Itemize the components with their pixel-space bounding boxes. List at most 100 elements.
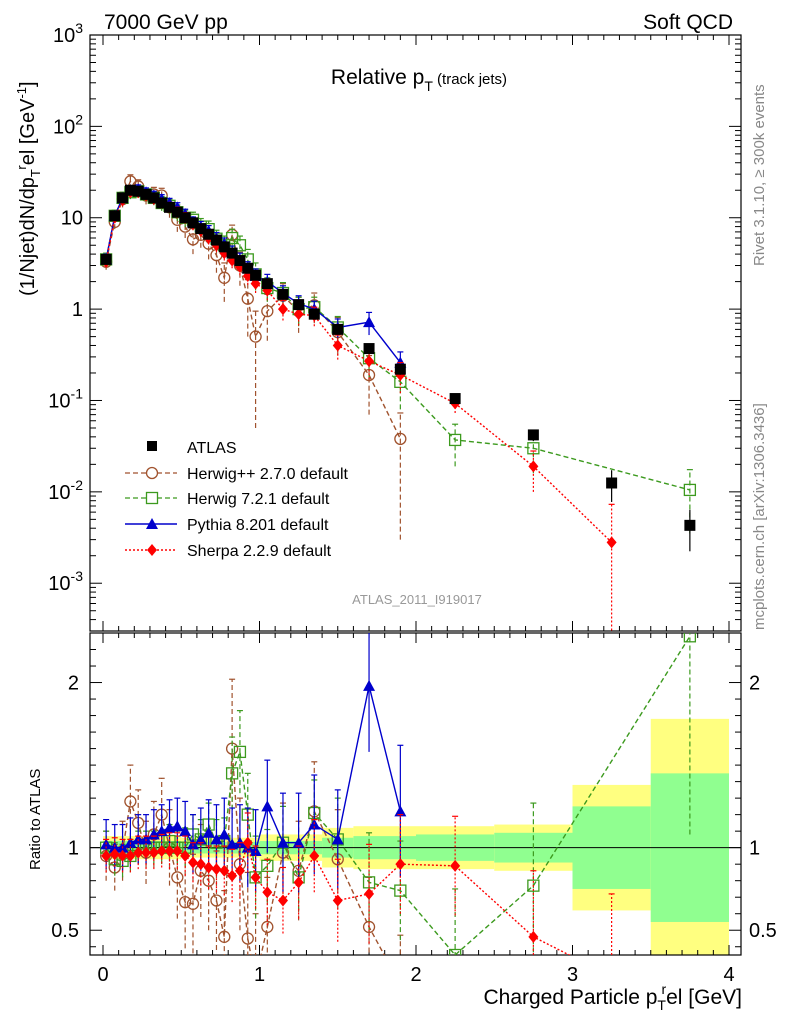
ratio-tick-label-left: 1 [68,838,79,860]
data-point [308,308,320,320]
data-point [332,339,343,352]
data-point [109,210,121,222]
data-point [395,858,406,871]
data-point [234,255,246,267]
data-point [249,844,262,856]
legend-marker-herwig7 [145,491,159,505]
data-point [141,846,152,859]
ratio-series-3 [101,812,615,955]
main-panel-series [99,174,697,631]
legend-label-herwigpp: Herwig++ 2.7.0 default [187,466,349,483]
data-point [233,745,247,759]
data-point [292,836,305,848]
x-axis-label: Charged Particle pTrel [GeV] [483,981,742,1013]
y-tick-label: 10-3 [48,568,83,595]
ratio-panel-series [99,633,697,955]
ratio-tick-label-left: 2 [68,673,79,695]
data-point [186,838,199,850]
data-point [218,828,231,840]
data-point [276,836,289,848]
data-point [148,192,160,204]
chart-title: Relative pT (track jets) [331,66,507,94]
data-point [364,355,375,368]
data-point [528,930,539,943]
atlas-data [100,184,696,552]
data-point [108,841,121,853]
data-point [363,679,376,691]
data-point [164,844,175,857]
data-point [394,432,407,446]
ratio-tick-label-left: 0.5 [51,920,79,942]
legend-label-sherpa: Sherpa 2.2.9 default [187,543,332,560]
y-tick-label: 10-2 [48,477,83,504]
y-axis-label: (1/Njet)dN/dpTrel [GeV-1] [14,81,43,296]
data-point [683,483,697,497]
data-point [448,948,462,955]
ratio-tick-label-right: 2 [749,673,760,695]
data-point [195,223,207,235]
data-point [202,826,215,838]
data-point [171,820,184,832]
data-point [194,833,207,845]
legend-marker-pythia [146,518,158,529]
y-tick-label: 10-1 [48,385,83,412]
data-point [172,844,183,857]
data-point [117,849,128,862]
data-point [132,185,144,197]
rivet-label: Rivet 3.1.10, ≥ 300k events [751,84,768,266]
data-point [683,633,697,643]
data-point [241,932,254,945]
data-point [242,262,254,274]
y-tick-label: 10 [61,208,83,230]
legend-marker-atlas [147,441,157,451]
y-tick-label: 102 [53,111,83,138]
series-layer [99,174,697,955]
analysis-label: ATLAS_2011_I919017 [352,592,482,607]
data-point [211,863,222,876]
data-point [261,304,274,318]
x-tick-label: 2 [410,964,421,986]
legend-label-herwig7: Herwig 7.2.1 default [187,491,330,508]
data-point [156,844,167,857]
legend-label-pythia: Pythia 8.201 default [187,517,329,534]
data-point [218,271,231,284]
data-point [171,871,184,884]
data-point [309,849,320,862]
data-point [394,805,407,817]
ratio-tick-label-right: 0.5 [749,920,777,942]
data-point [364,887,375,900]
x-tick-label: 1 [254,964,265,986]
data-point [187,856,198,869]
data-point [164,201,176,213]
data-point [187,217,199,229]
x-tick-label: 3 [567,964,578,986]
data-point [226,247,238,259]
legend-label-atlas: ATLAS [187,440,237,457]
data-point [227,869,238,882]
data-point [261,278,273,290]
data-point [277,288,289,300]
legend-marker-sherpa [147,544,157,556]
data-point [394,363,406,375]
data-point [332,894,343,907]
data-point [218,241,230,253]
data-point [148,846,159,859]
data-point [606,477,618,489]
data-point [210,894,223,907]
legend-entry-atlas: ATLAS [147,440,237,457]
data-point [332,323,344,335]
data-point [132,833,145,845]
data-point [450,859,461,872]
data-point [140,188,152,200]
legend-entry-sherpa: Sherpa 2.2.9 default [125,543,332,560]
data-point [133,846,144,859]
y-tick-label: 1 [72,299,83,321]
data-point [180,849,191,862]
data-point [186,897,200,910]
data-point [233,239,247,252]
data-point [124,836,137,848]
data-point [262,886,273,899]
data-point [293,299,305,311]
data-point [261,800,274,812]
